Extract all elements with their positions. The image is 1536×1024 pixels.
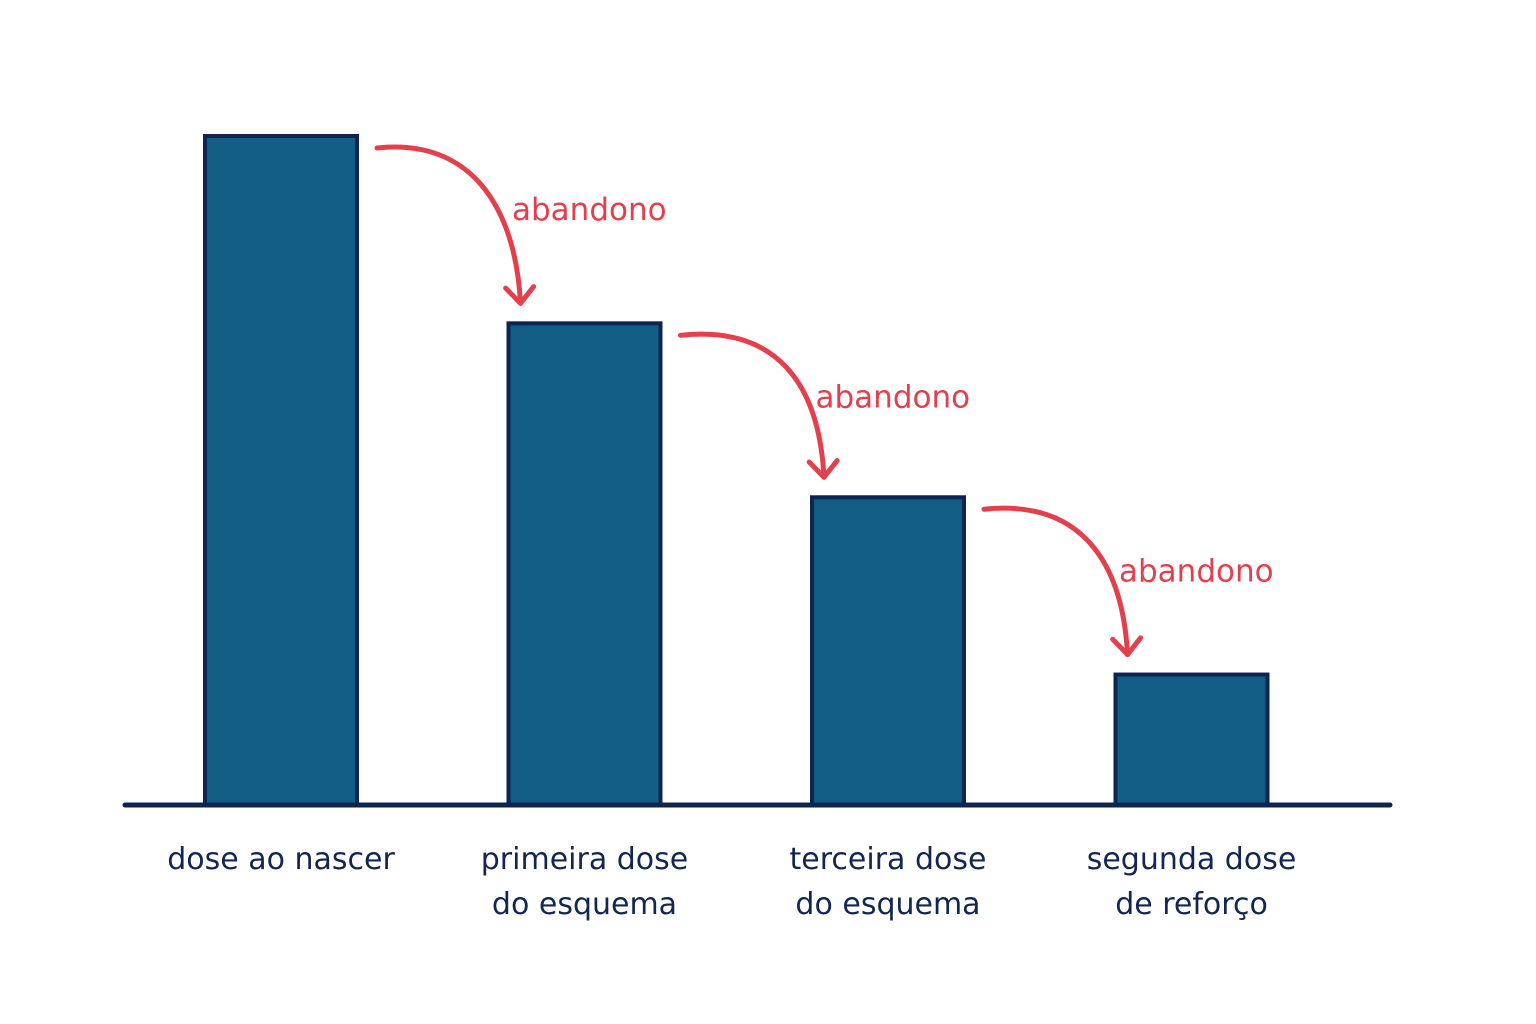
bar-1 bbox=[203, 134, 359, 807]
category-label-line: do esquema bbox=[492, 887, 677, 922]
dropoff-arrow-1 bbox=[374, 144, 537, 306]
annotations-layer: abandono abandono abandono bbox=[374, 144, 1274, 658]
category-label-line: segunda dose bbox=[1087, 842, 1297, 877]
category-label-3: terceira dose do esquema bbox=[790, 842, 987, 922]
bar-4 bbox=[1113, 672, 1270, 807]
category-label-line: do esquema bbox=[795, 887, 980, 922]
category-label-4: segunda dose de reforço bbox=[1087, 842, 1297, 922]
category-label-line: de reforço bbox=[1115, 887, 1268, 922]
category-labels-layer: dose ao nascer primeira dose do esquemater… bbox=[167, 842, 1296, 922]
category-label-line: primeira dose bbox=[481, 842, 688, 877]
dropoff-label-2: abandono bbox=[816, 379, 971, 415]
category-label-1: dose ao nascer bbox=[167, 842, 395, 877]
category-label-2: primeira dose do esquema bbox=[481, 842, 688, 922]
dropoff-label-1: abandono bbox=[512, 192, 667, 228]
dropoff-arrow-3 bbox=[981, 505, 1144, 658]
dropoff-arrow-2 bbox=[678, 331, 840, 480]
bar-3 bbox=[810, 495, 966, 807]
category-label-line: terceira dose bbox=[790, 842, 987, 877]
dropoff-label-3: abandono bbox=[1119, 553, 1274, 589]
bars-layer bbox=[203, 134, 1270, 807]
bar-2 bbox=[506, 321, 663, 807]
category-label-line: dose ao nascer bbox=[167, 842, 395, 877]
